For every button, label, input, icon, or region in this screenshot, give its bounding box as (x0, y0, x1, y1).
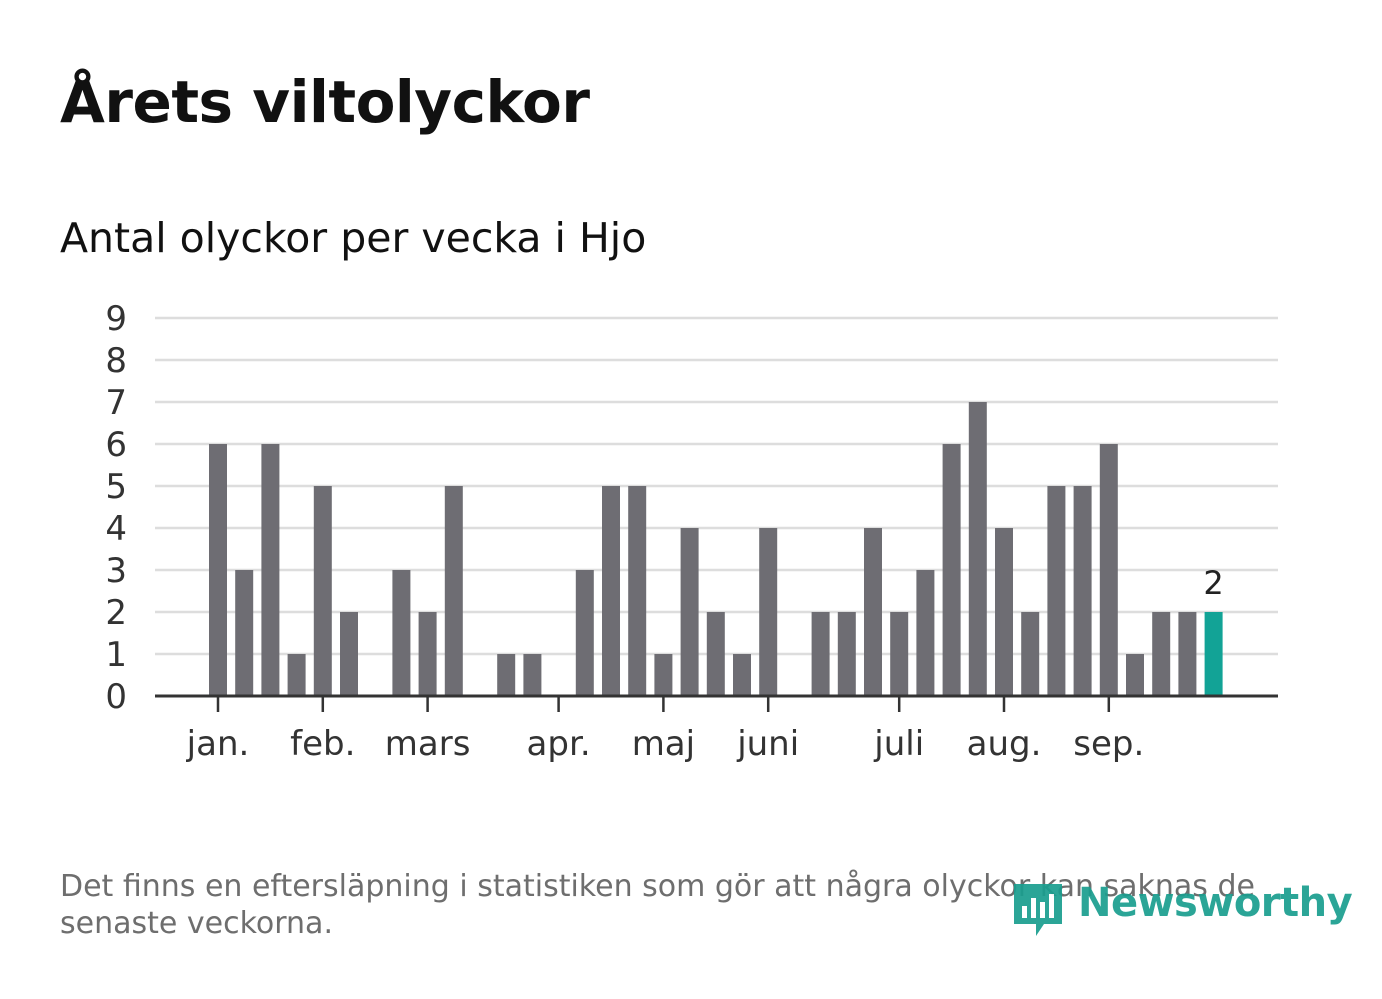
bar (575, 570, 594, 696)
newsworthy-logo: Newsworthy (1010, 878, 1353, 942)
y-tick-label: 9 (105, 299, 127, 339)
bar (261, 444, 280, 696)
bar (811, 612, 830, 696)
highlight-value-label: 2 (1203, 564, 1223, 602)
bar (602, 486, 620, 696)
bar (418, 612, 437, 696)
y-tick-label: 1 (105, 635, 127, 675)
bars (209, 402, 1223, 696)
newsworthy-logo-text: Newsworthy (1078, 880, 1353, 926)
chart-title: Årets viltolyckor (60, 68, 590, 136)
bar (1073, 486, 1092, 696)
bar (497, 654, 516, 696)
y-tick-label: 3 (105, 551, 127, 591)
x-tick-label: juni (736, 724, 799, 764)
bar (523, 654, 542, 696)
y-tick-label: 4 (105, 509, 127, 549)
bar (968, 402, 987, 696)
x-tick-label: aug. (967, 724, 1042, 764)
x-tick-label: maj (632, 724, 695, 764)
bar (706, 612, 725, 696)
bar (287, 654, 306, 696)
y-tick-label: 2 (105, 593, 127, 633)
bar (444, 486, 463, 696)
bar (1126, 654, 1144, 696)
y-tick-label: 7 (105, 383, 127, 423)
bar (1047, 486, 1066, 696)
bar (733, 654, 751, 696)
bar (916, 570, 935, 696)
bar (235, 570, 254, 696)
y-tick-label: 5 (105, 467, 127, 507)
x-tick-label: feb. (290, 724, 355, 764)
bar-highlight (1204, 612, 1223, 696)
x-tick-label: juli (873, 724, 924, 764)
bar (890, 612, 909, 696)
bar (864, 528, 882, 696)
bar (340, 612, 358, 696)
bar (313, 486, 332, 696)
bar (1021, 612, 1040, 696)
x-axis-ticks: jan. feb. mars apr. maj juni juli aug. sep. (186, 696, 1144, 764)
bar (942, 444, 961, 696)
y-tick-label: 8 (105, 341, 127, 381)
chart-subtitle: Antal olyckor per vecka i Hjo (60, 214, 647, 262)
y-tick-label: 6 (105, 425, 127, 465)
bar (995, 528, 1013, 696)
bar (628, 486, 647, 696)
bar (1178, 612, 1197, 696)
y-tick-label: 0 (105, 677, 127, 717)
bar (680, 528, 699, 696)
bar (209, 444, 227, 696)
data-labels: 2 (1203, 564, 1223, 602)
bar (1099, 444, 1118, 696)
x-tick-label: sep. (1073, 724, 1144, 764)
bar (1152, 612, 1171, 696)
bar (654, 654, 673, 696)
newsworthy-logo-icon (1014, 884, 1062, 936)
x-tick-label: mars (385, 724, 471, 764)
x-tick-label: jan. (186, 724, 250, 764)
bar (759, 528, 778, 696)
x-tick-label: apr. (527, 724, 591, 764)
bar (392, 570, 411, 696)
bar (837, 612, 856, 696)
